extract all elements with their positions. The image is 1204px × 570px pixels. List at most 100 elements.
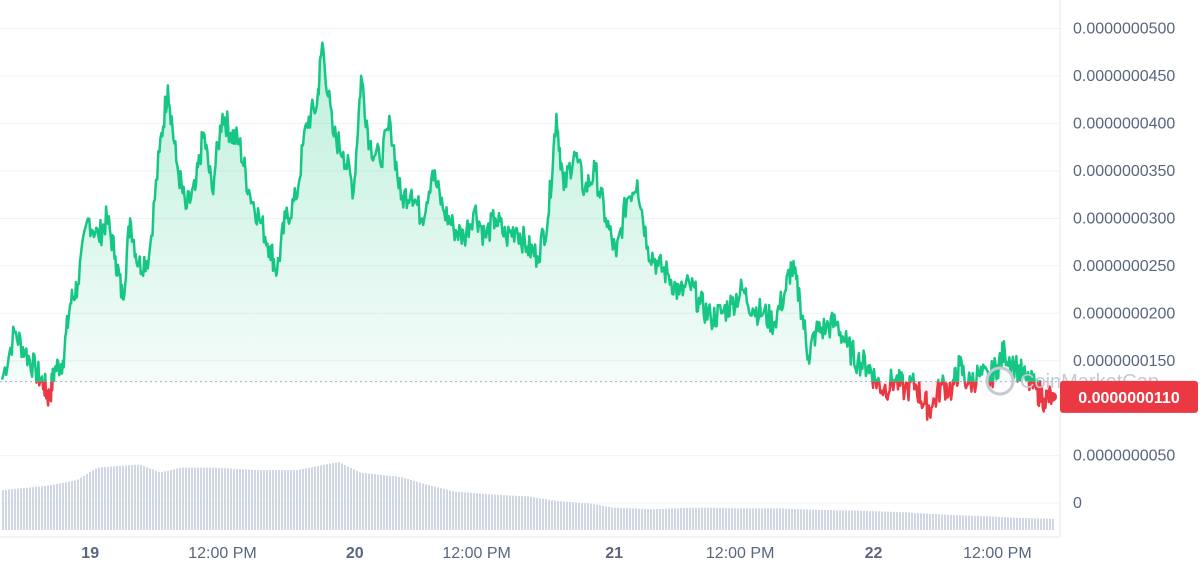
volume-bar [101, 467, 103, 530]
volume-bar [377, 474, 379, 530]
volume-bar [440, 488, 442, 530]
volume-bar [56, 483, 58, 530]
volume-bar [806, 509, 808, 530]
volume-bar [257, 470, 259, 530]
volume-bar [332, 463, 334, 530]
volume-bar [77, 479, 79, 530]
volume-bar [272, 470, 274, 530]
volume-bar [92, 470, 94, 530]
volume-bar [140, 464, 142, 530]
volume-bar [980, 516, 982, 530]
volume-bar [275, 470, 277, 530]
volume-bar [662, 508, 664, 530]
volume-bar [1040, 518, 1042, 530]
volume-bar [620, 507, 622, 530]
volume-bar [995, 516, 997, 530]
volume-bar [737, 508, 739, 530]
volume-bar [401, 477, 403, 530]
price-area-fill [2, 42, 1052, 382]
price-line[interactable] [0, 41, 1057, 421]
volume-bar [878, 511, 880, 530]
volume-bar [791, 508, 793, 530]
volume-bar [929, 513, 931, 530]
volume-bar [611, 507, 613, 530]
volume-bar [833, 510, 835, 530]
volume-bar [881, 511, 883, 530]
volume-bar [860, 510, 862, 530]
volume-bar [317, 466, 319, 530]
volume-bar [359, 472, 361, 530]
volume-bar [1034, 518, 1036, 530]
volume-bar [767, 508, 769, 530]
volume-bar [770, 508, 772, 530]
volume-bar [446, 489, 448, 530]
volume-bar [149, 468, 151, 530]
volume-bar [374, 474, 376, 530]
volume-bar [593, 504, 595, 530]
volume-bar [578, 502, 580, 530]
volume-bar [194, 467, 196, 530]
volume-bar [182, 467, 184, 530]
volume-bar [419, 482, 421, 530]
y-tick-label: 0.0000000300 [1073, 210, 1175, 227]
volume-bar [431, 485, 433, 530]
volume-bar [818, 509, 820, 530]
axes: 0.0000000500 0.0000000450 0.0000000400 0.00… [0, 0, 1175, 562]
volume-bar [164, 471, 166, 530]
volume-bar [584, 503, 586, 530]
volume-bar [8, 489, 10, 530]
volume-bar [854, 510, 856, 530]
volume-bar [11, 489, 13, 530]
volume-bar [155, 470, 157, 530]
volume-bar [407, 479, 409, 530]
volume-bar [113, 466, 115, 530]
volume-bar [899, 512, 901, 530]
volume-bar [893, 511, 895, 530]
volume-bar [674, 508, 676, 530]
volume-bar [923, 513, 925, 530]
volume-bar [23, 488, 25, 530]
volume-bar [248, 469, 250, 530]
volume-bar [215, 467, 217, 530]
y-tick-label: 0.0000000050 [1073, 448, 1175, 465]
volume-bar [320, 465, 322, 530]
volume-bar [704, 507, 706, 530]
volume-bar [986, 516, 988, 530]
volume-bar [866, 510, 868, 530]
volume-bar [176, 468, 178, 530]
volume-bar [701, 507, 703, 530]
volume-bar [173, 469, 175, 530]
volume-bar [293, 470, 295, 530]
volume-bar [668, 508, 670, 530]
volume-bar [380, 474, 382, 530]
volume-bar [626, 508, 628, 530]
volume-bar [41, 486, 43, 530]
volume-bar [794, 508, 796, 530]
volume-bar [761, 508, 763, 530]
volume-bar [698, 507, 700, 530]
volume-bar [491, 494, 493, 530]
volume-bar [515, 495, 517, 530]
volume-bar [911, 512, 913, 530]
volume-bar [533, 497, 535, 530]
volume-bar [35, 486, 37, 530]
volume-bar [284, 470, 286, 530]
volume-bar [251, 469, 253, 530]
volume-bar [716, 508, 718, 530]
volume-bar [548, 499, 550, 530]
volume-bar [890, 511, 892, 530]
volume-bar [977, 515, 979, 530]
volume-bar [206, 467, 208, 530]
volume-bar [296, 470, 298, 530]
volume-bar [494, 494, 496, 530]
volume-bar [566, 501, 568, 530]
volume-bar [971, 515, 973, 530]
volume-bar [452, 491, 454, 530]
volume-bar [110, 466, 112, 530]
volume-bar [1007, 517, 1009, 530]
volume-bar [392, 476, 394, 530]
volume-bar [542, 498, 544, 530]
x-tick-label: 21 [605, 545, 623, 562]
volume-bar [467, 492, 469, 530]
